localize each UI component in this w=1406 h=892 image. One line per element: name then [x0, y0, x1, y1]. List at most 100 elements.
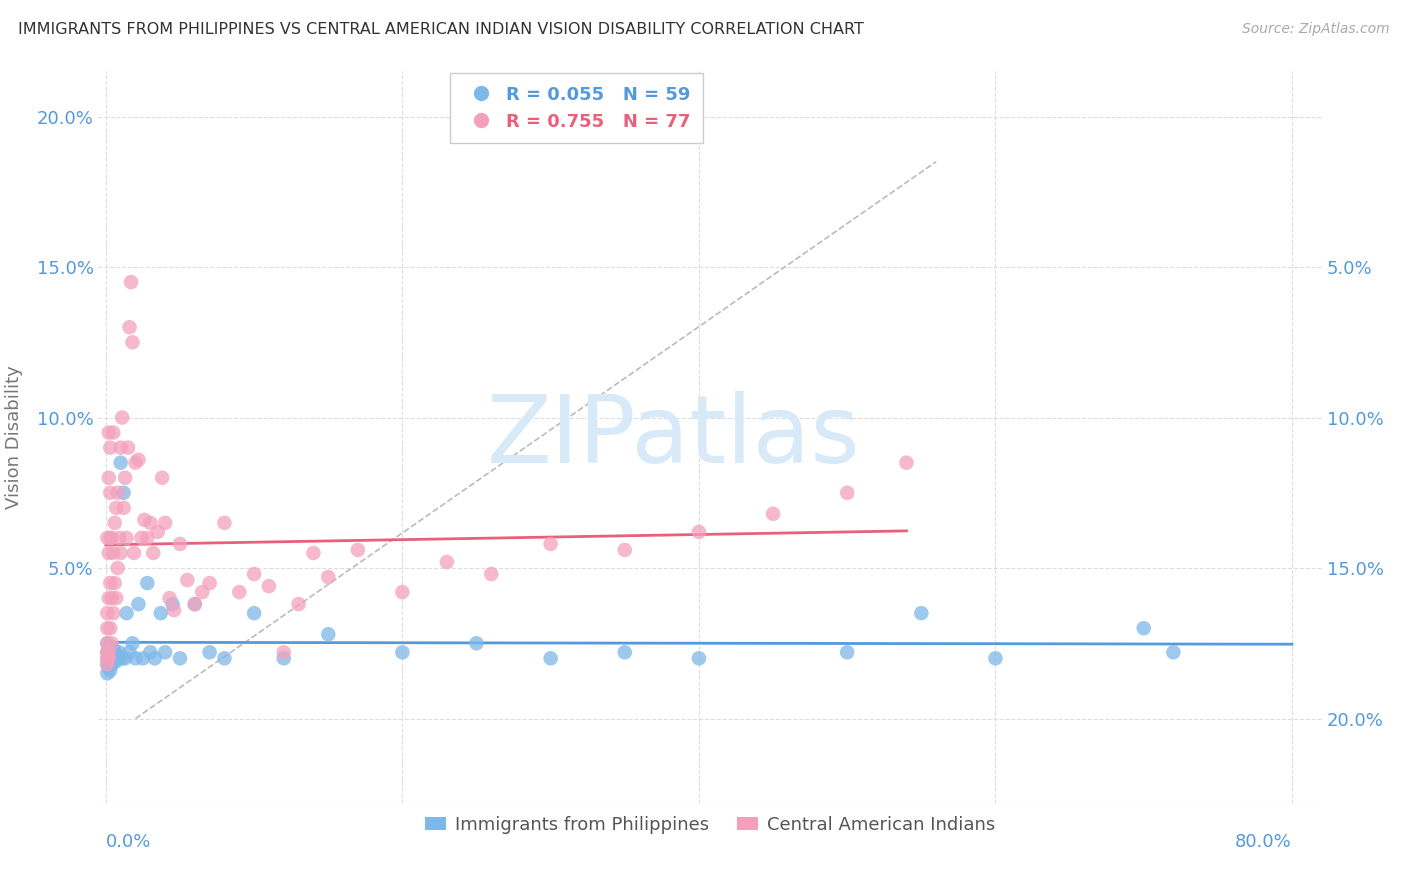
Y-axis label: Vision Disability: Vision Disability [4, 365, 22, 509]
Point [104, 651, 127, 665]
Point [837, 485, 859, 500]
Point [163, 603, 186, 617]
Point [96, 657, 118, 672]
Point [176, 573, 198, 587]
Legend: Immigrants from Philippines, Central American Indians: Immigrants from Philippines, Central Ame… [418, 809, 1002, 841]
Point [146, 524, 169, 539]
Point [122, 546, 145, 560]
Point [97, 471, 120, 485]
Point [139, 516, 162, 530]
Point [198, 645, 221, 659]
Point [688, 651, 710, 665]
Point [98, 576, 121, 591]
Point [105, 648, 128, 663]
Point [105, 500, 128, 515]
Text: 0.0%: 0.0% [105, 833, 152, 851]
Point [96, 621, 118, 635]
Point [104, 576, 127, 591]
Point [115, 531, 138, 545]
Point [142, 546, 165, 560]
Point [107, 651, 129, 665]
Point [111, 651, 134, 665]
Point [96, 666, 118, 681]
Point [118, 645, 141, 659]
Point [347, 543, 370, 558]
Point [96, 645, 118, 659]
Point [118, 320, 141, 334]
Point [104, 645, 127, 659]
Point [104, 516, 127, 530]
Point [198, 576, 221, 591]
Point [613, 543, 636, 558]
Point [115, 606, 138, 620]
Point [153, 516, 176, 530]
Point [257, 579, 280, 593]
Point [103, 546, 125, 560]
Point [96, 651, 118, 665]
Point [273, 645, 295, 659]
Point [96, 645, 118, 659]
Point [214, 651, 236, 665]
Point [121, 636, 143, 650]
Point [243, 606, 266, 620]
Point [436, 555, 458, 569]
Text: IMMIGRANTS FROM PHILIPPINES VS CENTRAL AMERICAN INDIAN VISION DISABILITY CORRELA: IMMIGRANTS FROM PHILIPPINES VS CENTRAL A… [18, 22, 865, 37]
Point [98, 664, 121, 678]
Point [540, 537, 562, 551]
Point [316, 570, 339, 584]
Point [96, 657, 118, 672]
Point [124, 456, 146, 470]
Point [98, 485, 121, 500]
Point [98, 531, 121, 545]
Point [97, 645, 120, 659]
Point [184, 597, 207, 611]
Point [97, 651, 120, 665]
Point [97, 660, 120, 674]
Point [896, 456, 918, 470]
Point [105, 654, 128, 668]
Point [100, 591, 122, 606]
Point [97, 546, 120, 560]
Point [391, 645, 413, 659]
Point [96, 651, 118, 665]
Point [762, 507, 785, 521]
Point [214, 516, 236, 530]
Point [162, 597, 184, 611]
Point [191, 585, 214, 599]
Point [1132, 621, 1154, 635]
Point [114, 651, 136, 665]
Point [108, 645, 131, 659]
Point [97, 645, 120, 659]
Point [98, 621, 121, 635]
Point [100, 657, 122, 672]
Text: 80.0%: 80.0% [1236, 833, 1292, 851]
Point [273, 651, 295, 665]
Point [97, 642, 120, 657]
Point [103, 606, 125, 620]
Point [103, 642, 125, 657]
Point [143, 651, 166, 665]
Point [97, 657, 120, 672]
Point [114, 471, 136, 485]
Point [134, 513, 156, 527]
Point [107, 561, 129, 575]
Point [127, 452, 149, 467]
Point [111, 410, 134, 425]
Point [139, 645, 162, 659]
Point [107, 485, 129, 500]
Point [103, 648, 125, 663]
Point [153, 645, 176, 659]
Point [97, 591, 120, 606]
Point [149, 606, 172, 620]
Point [479, 567, 502, 582]
Point [110, 456, 132, 470]
Point [316, 627, 339, 641]
Point [302, 546, 325, 560]
Point [98, 648, 121, 663]
Point [243, 567, 266, 582]
Point [96, 531, 118, 545]
Point [391, 585, 413, 599]
Point [98, 640, 121, 654]
Point [688, 524, 710, 539]
Point [98, 441, 121, 455]
